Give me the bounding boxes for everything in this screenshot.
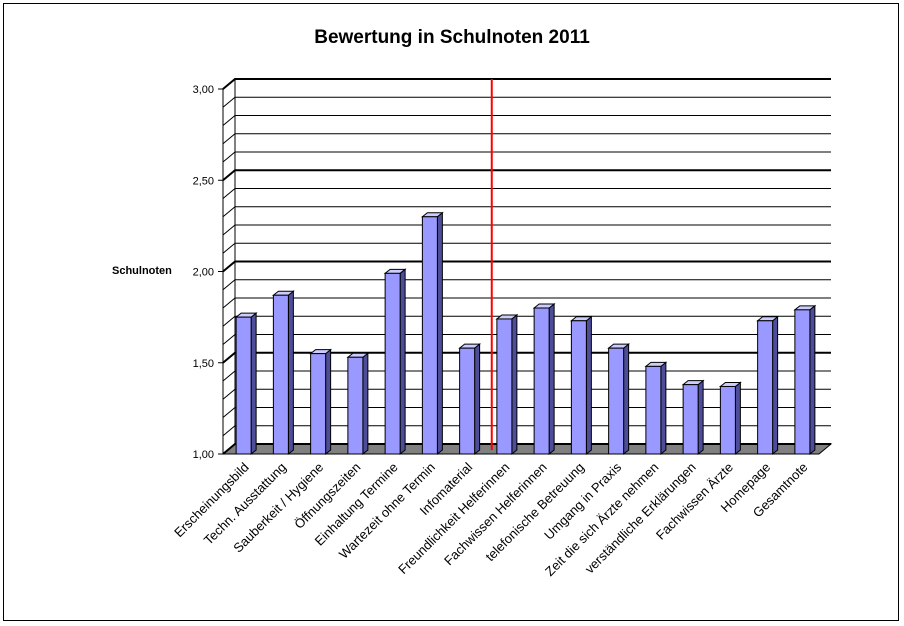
bar	[234, 312, 258, 456]
minor-gridline	[222, 206, 831, 218]
bar-front	[608, 347, 625, 455]
y-axis-label: Schulnoten	[112, 265, 172, 277]
bar	[718, 381, 742, 456]
bar-front	[570, 320, 587, 455]
bar	[607, 343, 631, 456]
y-tick-label: 2,50	[193, 175, 214, 187]
bar-front	[794, 309, 811, 455]
bar-front	[235, 316, 252, 455]
minor-gridline	[222, 224, 831, 236]
bar-side	[697, 379, 704, 456]
bar-side	[772, 315, 779, 456]
major-gridline	[222, 169, 831, 182]
bar-side	[362, 352, 369, 456]
bar-side	[436, 211, 443, 456]
bar-side	[548, 302, 555, 456]
bar-front	[645, 365, 662, 455]
bar-front	[757, 320, 774, 455]
bar-front	[421, 216, 438, 455]
bar	[420, 211, 444, 456]
minor-gridline	[222, 188, 831, 199]
bar-front	[682, 384, 699, 455]
chart-title: Bewertung in Schulnoten 2011	[314, 27, 590, 48]
bar	[681, 379, 705, 456]
bar	[569, 315, 593, 456]
bar-front	[347, 356, 364, 455]
bar-side	[287, 290, 294, 456]
minor-gridline	[222, 151, 831, 163]
major-gridline	[222, 260, 831, 273]
bar-side	[660, 361, 667, 456]
bar-side	[474, 343, 481, 456]
bar	[756, 315, 780, 456]
bar-side	[585, 315, 592, 456]
minor-gridline	[222, 242, 831, 254]
minor-gridline	[222, 315, 831, 327]
y-axis: 1,00 1,50 2,00 2,50 3,00	[193, 79, 236, 461]
bar-front	[272, 294, 289, 455]
y-tick-label: 1,50	[193, 358, 214, 370]
bar-side	[623, 343, 630, 456]
minor-gridline	[222, 115, 831, 126]
bars	[234, 211, 817, 456]
minor-gridline	[222, 133, 831, 145]
bar-front	[719, 385, 736, 455]
bar	[644, 361, 668, 456]
y-tick-label: 1,00	[193, 449, 214, 461]
bar-front	[533, 307, 550, 455]
y-tick-label: 3,00	[193, 84, 214, 96]
bar	[458, 343, 482, 456]
bar	[271, 290, 295, 456]
bar	[532, 302, 556, 456]
bar	[309, 348, 333, 456]
bar-side	[809, 304, 816, 456]
minor-gridline	[222, 334, 831, 345]
bar-side	[325, 348, 332, 456]
bar-side	[399, 268, 406, 456]
minor-gridline	[222, 297, 831, 309]
minor-gridline	[222, 279, 831, 291]
bar	[495, 313, 519, 456]
bar-front	[310, 353, 327, 455]
bar-front	[384, 272, 401, 455]
chart-frame	[3, 3, 899, 621]
minor-gridline	[222, 96, 831, 108]
major-gridline	[222, 78, 831, 90]
bar-side	[250, 312, 257, 456]
bar-side	[734, 381, 741, 456]
bar	[793, 304, 817, 456]
bar-side	[511, 313, 518, 456]
bar	[383, 268, 407, 456]
bar-front	[496, 318, 513, 455]
bar-front	[459, 347, 476, 455]
bar	[346, 352, 370, 456]
y-tick-label: 2,00	[193, 267, 214, 279]
